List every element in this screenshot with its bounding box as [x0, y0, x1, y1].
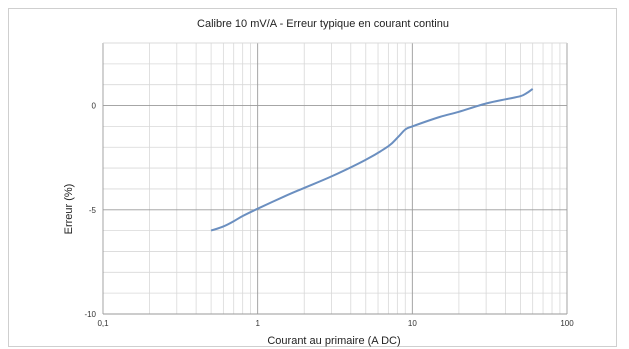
- tick-labels: 0,1 1 10 100 0 -5 -10: [84, 102, 574, 328]
- series-line-0: [210, 88, 534, 232]
- x-tick-label: 10: [408, 319, 417, 328]
- x-axis-title: Courant au primaire (A DC): [267, 335, 400, 347]
- y-axis-title: Erreur (%): [63, 184, 75, 235]
- x-tick-label: 100: [560, 319, 574, 328]
- chart-frame: [8, 8, 617, 347]
- grid: [102, 42, 568, 315]
- x-tick-label: 1: [255, 319, 260, 328]
- x-tick-label: 0,1: [97, 319, 109, 328]
- series-group: [210, 88, 534, 232]
- y-tick-label: 0: [92, 102, 97, 111]
- y-tick-label: -5: [89, 206, 97, 215]
- y-tick-label: -10: [84, 310, 96, 319]
- chart-title: Calibre 10 mV/A - Erreur typique en cour…: [197, 18, 449, 30]
